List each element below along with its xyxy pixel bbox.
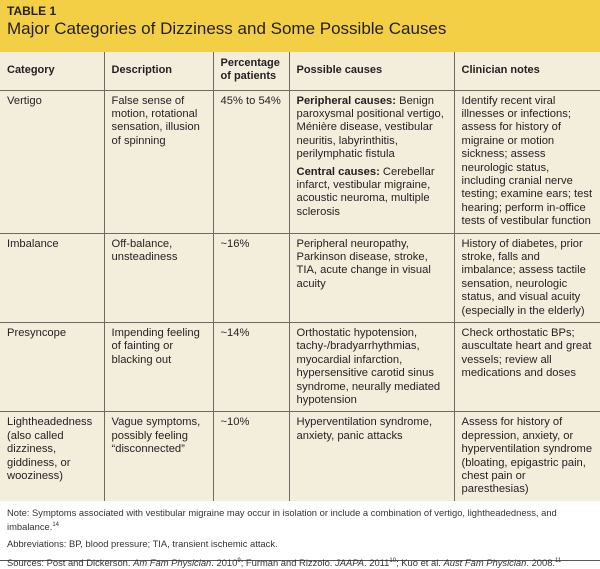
table-row: Vertigo False sense of motion, rotationa… <box>0 90 600 234</box>
src-text: ; Kuo et al. <box>396 557 444 569</box>
note: Note: Symptoms associated with vestibula… <box>7 507 593 533</box>
col-percentage: Percentage of patients <box>212 52 289 90</box>
notes-cell: Assess for history of depression, anxiet… <box>453 411 600 501</box>
note-text: Note: Symptoms associated with vestibula… <box>7 506 557 532</box>
percentage-cell: ~14% <box>212 322 289 412</box>
col-notes: Clinician notes <box>453 52 600 90</box>
causes-cell: Peripheral causes: Benign paroxysmal pos… <box>288 90 454 234</box>
category-cell: Imbalance <box>7 237 59 250</box>
notes-cell: History of diabetes, prior stroke, falls… <box>453 233 600 323</box>
category-cell: Presyncope <box>7 327 67 339</box>
src-ref: 10 <box>389 558 397 564</box>
src-journal: JAAPA <box>335 557 365 569</box>
sources: Sources: Post and Dickerson. Am Fam Phys… <box>7 555 593 569</box>
abbreviations: Abbreviations: BP, blood pressure; TIA, … <box>7 538 278 549</box>
percentage-cell: ~10% <box>212 411 289 501</box>
description-cell: Off-balance, unsteadiness <box>103 233 213 323</box>
table-title: TABLE 1 Major Categories of Dizziness an… <box>0 0 600 52</box>
src-text: . 2010 <box>211 557 238 569</box>
notes-cell: Check orthostatic BPs; auscultate heart … <box>453 322 600 412</box>
table-row: Presyncope Impending feeling of fainting… <box>0 322 600 412</box>
col-causes: Possible causes <box>288 52 454 90</box>
central-causes-text: Cerebellar infarct, vestibular migraine,… <box>296 165 435 218</box>
category-cell: Lightheadedness (also called dizziness, … <box>7 416 93 483</box>
percentage-cell: 45% to 54% <box>212 90 289 234</box>
table-label: TABLE 1 <box>7 4 57 18</box>
peripheral-causes-text: Benign paroxysmal positional vertigo, Mé… <box>296 94 444 161</box>
description-cell: Impending feeling of fainting or blackin… <box>103 322 213 412</box>
footnotes: Note: Symptoms associated with vestibula… <box>0 500 600 568</box>
table-body: Category Description Percentage of patie… <box>0 52 600 501</box>
header-row: Category Description Percentage of patie… <box>0 52 600 90</box>
table-heading: Major Categories of Dizziness and Some P… <box>7 19 447 38</box>
col-category: Category <box>7 63 55 76</box>
dizziness-table: Category Description Percentage of patie… <box>0 52 600 501</box>
category-cell: Vertigo <box>7 94 42 107</box>
note-ref: 14 <box>52 521 60 528</box>
description-cell: Vague symptoms, possibly feeling “discon… <box>103 411 213 501</box>
src-ref: 11 <box>555 558 562 564</box>
src-text: ; Furman and Rizzolo. <box>240 557 335 569</box>
src-journal: Am Fam Physician <box>133 557 212 569</box>
src-text: Sources: Post and Dickerson. <box>7 557 134 569</box>
causes-cell: Hyperventilation syndrome, anxiety, pani… <box>288 411 454 501</box>
percentage-cell: ~16% <box>212 233 289 323</box>
central-causes-label: Central causes: <box>296 165 380 178</box>
notes-cell: Identify recent viral illnesses or infec… <box>453 90 600 234</box>
src-journal: Aust Fam Physician <box>443 557 527 569</box>
table-row: Imbalance Off-balance, unsteadiness ~16%… <box>0 233 600 323</box>
causes-cell: Peripheral neuropathy, Parkinson disease… <box>288 233 454 323</box>
src-text: . 2011 <box>364 557 390 569</box>
src-text: . 2008. <box>526 557 556 569</box>
col-description: Description <box>103 52 213 90</box>
peripheral-causes-label: Peripheral causes: <box>296 94 397 107</box>
table-row: Lightheadedness (also called dizziness, … <box>0 411 600 501</box>
causes-cell: Orthostatic hypotension, tachy-/bradyarr… <box>288 322 454 412</box>
description-cell: False sense of motion, rotational sensat… <box>103 90 213 234</box>
